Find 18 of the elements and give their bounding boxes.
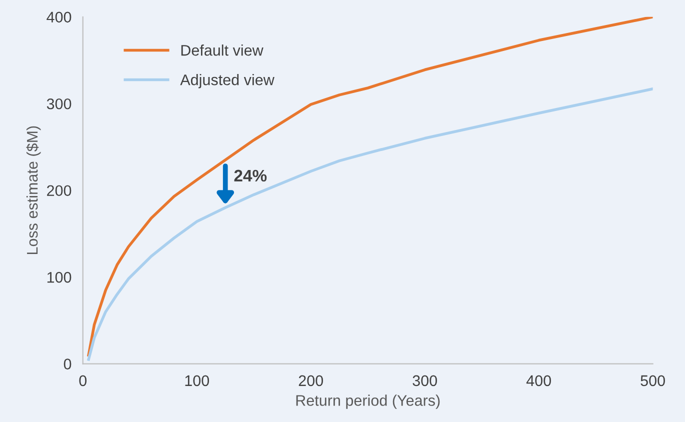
x-tick-label: 500: [640, 375, 665, 386]
y-axis-title: Loss estimate ($M): [26, 126, 41, 254]
annotation: 24%: [234, 170, 267, 182]
x-tick-label: 300: [412, 375, 437, 386]
y-tick-label: 400: [46, 12, 72, 23]
y-tick-label: 200: [47, 185, 72, 196]
x-tick-label: 0: [79, 375, 87, 386]
legend-label: Default view: [181, 44, 264, 56]
x-axis-title: Return period (Years): [296, 394, 440, 409]
y-tick-label: 0: [64, 358, 72, 370]
legend-label: Adjusted view: [180, 74, 274, 88]
line-series: [87, 16, 653, 356]
x-tick-label: 400: [526, 375, 551, 386]
y-tick-label: 300: [46, 98, 72, 110]
line-series: [87, 87, 653, 361]
x-tick-label: 100: [185, 375, 210, 386]
y-tick-label: 100: [47, 272, 72, 283]
x-tick-label: 200: [298, 375, 323, 386]
